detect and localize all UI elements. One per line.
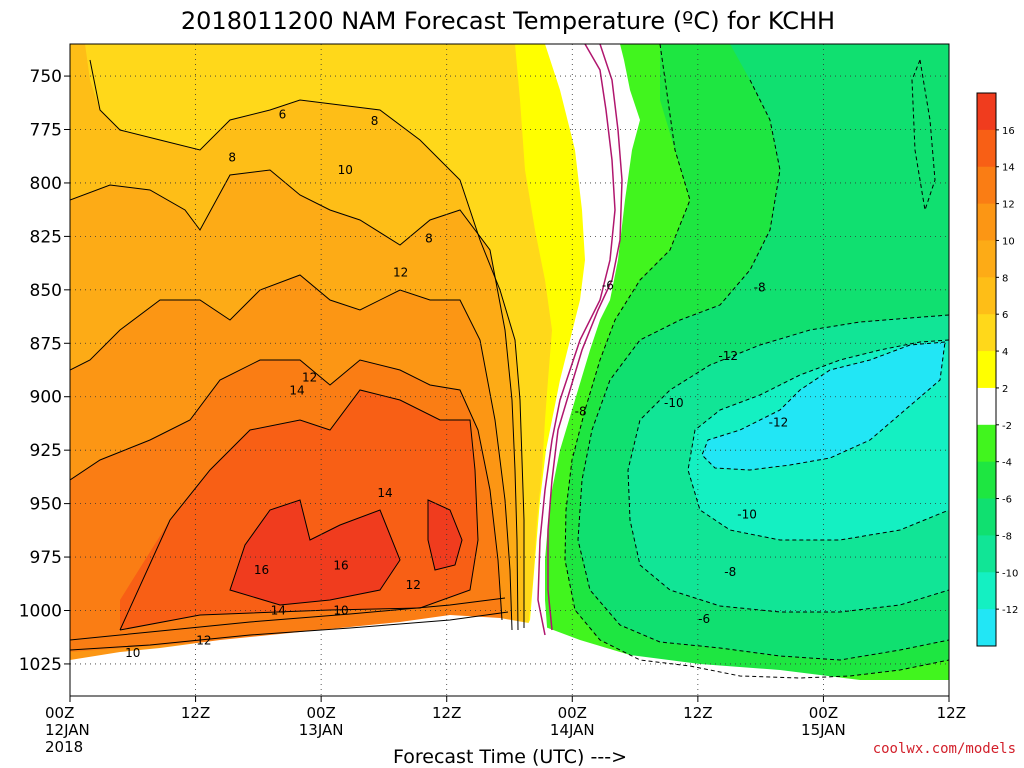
y-tick-label-0: 750	[30, 67, 62, 87]
x-tick-label-6-0: 00Z	[809, 704, 838, 722]
colorbar-tick-label-6: 4	[1002, 347, 1008, 358]
colorbar-legend: 16 14 12 10 8 6 4 2 -2 -4 -6 -8 -10 -12	[976, 92, 1018, 647]
contour-label-17: -8	[754, 281, 766, 295]
y-tick-label-9: 975	[30, 548, 62, 568]
colorbar-bin-7	[977, 351, 996, 389]
colorbar-bin-6	[977, 314, 996, 352]
contour-label-7: 14	[289, 383, 304, 397]
credit-link[interactable]: coolwx.com/models	[873, 741, 1016, 757]
colorbar-tick-label-12: -10	[1002, 568, 1018, 579]
contour-label-24: -6	[698, 612, 710, 626]
contour-label-18: -12	[718, 349, 738, 363]
temperature-field	[70, 44, 949, 696]
colorbar-tick-label-11: -8	[1002, 531, 1012, 542]
colorbar-tick-label-1: 14	[1002, 163, 1015, 174]
colorbar-tick-label-8: -2	[1002, 421, 1012, 432]
colorbar-bin-0	[977, 93, 996, 131]
colorbar-tick-label-5: 6	[1002, 310, 1008, 321]
contour-label-4: 8	[425, 232, 433, 246]
colorbar-tick-label-2: 12	[1002, 200, 1015, 211]
band-gt16	[230, 500, 400, 605]
colorbar-tick-label-0: 16	[1002, 126, 1015, 137]
contour-label-0: 6	[279, 108, 287, 122]
colorbar-bin-13	[977, 572, 996, 610]
y-tick-label-8: 950	[30, 495, 62, 515]
contour-label-9: 16	[254, 563, 269, 577]
colorbar-bin-10	[977, 461, 996, 500]
y-tick-label-11: 1025	[19, 655, 62, 675]
x-tick-label-2-1: 13JAN	[299, 721, 344, 739]
x-tick-label-1-0: 12Z	[181, 704, 210, 722]
chart-title: 2018011200 NAM Forecast Temperature (ºC)…	[181, 7, 835, 35]
contour-label-12: 10	[333, 603, 348, 617]
contour-label-8: 14	[377, 486, 392, 500]
contour-label-6: 12	[302, 370, 317, 384]
contour-label-15: 10	[125, 646, 140, 660]
colorbar-bin-5	[977, 277, 996, 315]
colorbar-tick-label-7: 2	[1002, 384, 1008, 395]
colorbar-bin-9	[977, 424, 996, 463]
contour-label-19: -10	[664, 396, 684, 410]
y-tick-label-5: 875	[30, 334, 62, 354]
y-tick-label-4: 850	[30, 281, 62, 301]
colorbar-tick-label-9: -4	[1002, 458, 1012, 469]
y-tick-label-10: 1000	[19, 601, 62, 621]
colorbar-frame	[976, 92, 997, 647]
colorbar-bin-4	[977, 240, 996, 278]
colorbar-tick-label-3: 10	[1002, 236, 1015, 247]
contour-label-21: -12	[769, 415, 789, 429]
contour-label-11: 14	[271, 603, 286, 617]
contour-label-22: -10	[737, 507, 757, 521]
terrain-mask	[70, 615, 949, 696]
zero-isotherm-a	[537, 44, 616, 636]
y-tick-label-3: 825	[30, 227, 62, 247]
y-axis: 750 775 800 825 850 875 900 925 950 975 1000 1025	[19, 67, 70, 675]
x-tick-label-6-1: 15JAN	[801, 721, 846, 739]
contour-label-3: 10	[338, 163, 353, 177]
colorbar-bin-11	[977, 498, 996, 536]
x-tick-label-0-1: 12JAN	[45, 721, 90, 739]
contour-label-1: 8	[371, 114, 379, 128]
colorbar-bin-3	[977, 203, 996, 241]
x-tick-label-5-0: 12Z	[683, 704, 712, 722]
colorbar-bin-8	[977, 387, 996, 426]
colorbar-tick-label-13: -12	[1002, 605, 1018, 616]
y-tick-label-7: 925	[30, 441, 62, 461]
contour-label-23: -8	[724, 565, 736, 579]
y-tick-label-2: 800	[30, 174, 62, 194]
contour-label-16: -6	[602, 279, 614, 293]
x-tick-label-0-0: 00Z	[45, 704, 74, 722]
contour-label-13: 12	[406, 578, 421, 592]
contour-label-5: 12	[393, 266, 408, 280]
plot-frame	[69, 43, 950, 697]
colorbar-bin-2	[977, 166, 996, 205]
contour-label-10: 16	[333, 559, 348, 573]
x-tick-label-4-0: 00Z	[558, 704, 587, 722]
x-tick-label-2-0: 00Z	[306, 704, 335, 722]
x-tick-label-7-0: 12Z	[937, 704, 966, 722]
colorbar-tick-label-10: -6	[1002, 495, 1012, 506]
y-tick-label-6: 900	[30, 388, 62, 408]
band-gt16-b	[428, 500, 462, 570]
colorbar-bin-1	[977, 129, 996, 168]
x-tick-label-3-0: 12Z	[432, 704, 461, 722]
colorbar-tick-label-4: 8	[1002, 273, 1008, 284]
x-axis-label: Forecast Time (UTC) --->	[393, 746, 627, 768]
y-tick-label-1: 775	[30, 121, 62, 141]
colorbar-bin-14	[977, 609, 996, 647]
contour-label-2: 8	[228, 150, 236, 164]
x-tick-label-4-1: 14JAN	[550, 721, 595, 739]
zero-isotherm-b	[547, 44, 623, 631]
x-tick-label-0-2: 2018	[45, 738, 83, 756]
contour-label-20: -8	[575, 405, 587, 419]
contour-label-14: 12	[196, 633, 211, 647]
band-lt-neg12	[702, 342, 945, 470]
colorbar-bin-12	[977, 535, 996, 573]
